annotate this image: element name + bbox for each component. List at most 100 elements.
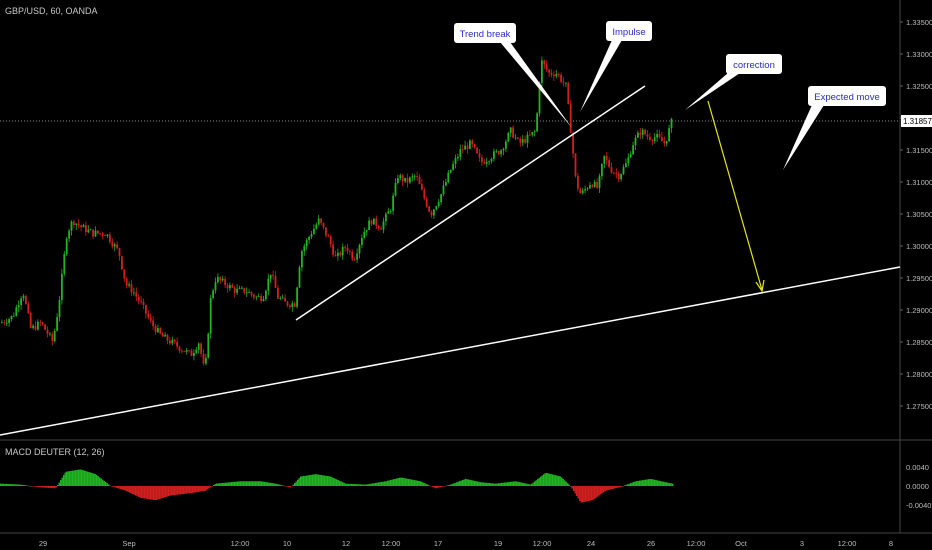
macd-bar [30,486,32,487]
candle-body [361,238,363,245]
macd-bar [454,482,456,486]
macd-axis[interactable]: 0.0040 0.0000 -0.0040 [906,463,931,510]
candle-body [514,137,517,139]
macd-bar [249,481,251,486]
callout-text: Impulse [612,27,645,38]
candle-body [413,175,416,177]
macd-bar [627,484,629,486]
candle-body [145,304,147,314]
macd-bar [385,481,387,486]
candle-body [262,299,265,302]
macd-bar [9,484,11,486]
macd-bar [42,486,44,488]
macd-bar [612,486,614,489]
macd-bar [474,480,476,486]
candle-body [581,190,584,194]
macd-bar [159,486,161,499]
candle-body [509,127,512,133]
candle-body [365,229,368,232]
macd-bar [262,481,264,486]
candle-body [569,103,572,133]
candle-body [661,136,663,142]
candle-body [538,82,541,114]
macd-bar [237,481,239,486]
macd-bar [363,484,365,486]
macd-bar [33,486,35,487]
price-tick-label: 1.32500 [906,82,932,91]
macd-bar [66,471,68,486]
candle-body [646,134,649,137]
candle-body [603,155,606,164]
candle-body [591,185,594,187]
macd-bar [429,485,431,487]
candle-body [116,244,118,249]
macd-bar [165,486,167,498]
macd-bar [85,471,87,486]
svg-text:1.31857: 1.31857 [903,117,932,126]
candle-body [75,223,78,225]
macd-bar [444,486,446,487]
expected-move-arrow[interactable] [707,100,763,291]
candle-body [435,206,438,210]
candle-body [502,148,505,151]
candle-body [653,137,656,141]
candle-body [133,292,135,294]
macd-bar [346,483,348,486]
callout-correction[interactable]: correction [685,54,782,110]
candle-body [5,322,8,324]
macd-bar [217,483,219,486]
macd-bar [439,486,441,488]
candle-body [629,154,632,158]
macd-bar [162,486,164,499]
macd-bar [351,483,353,486]
macd-bar [193,486,195,493]
candle-body [380,228,382,230]
time-axis[interactable]: 29 Sep 12:00 10 12 12:00 17 19 12:00 24 26 12:00 Oct… [39,539,893,548]
macd-bar [207,486,209,490]
callout-trend-break[interactable]: Trend break [454,23,572,128]
macd-bar [118,486,120,489]
macd-bar [84,470,86,486]
macd-bar [336,479,338,486]
macd-bar [295,481,297,486]
macd-bar [583,486,585,502]
candle-body [418,176,421,185]
macd-bar [244,481,246,486]
macd-bar [654,479,656,486]
macd-bar [120,486,122,490]
macd-bar [424,483,426,486]
candle-body [301,251,303,268]
callout-text: Trend break [460,29,511,40]
macd-bar [631,482,633,486]
time-tick-label: 26 [647,539,655,548]
long-term-trendline[interactable] [0,266,901,436]
candle-body [207,333,210,358]
macd-bar [241,481,243,486]
macd-bar [228,482,230,486]
price-axis[interactable]: 1.335001.330001.325001.320001.315001.310… [900,18,932,411]
macd-bar [633,482,635,486]
macd-bar [261,481,263,486]
macd-bar [151,486,153,500]
macd-bar [655,480,657,486]
macd-bar [147,486,149,499]
candle-body [39,321,42,323]
candle-body [531,132,534,135]
macd-bar [16,484,18,486]
short-term-trendline[interactable] [295,85,646,321]
macd-bar [489,483,491,486]
candle-body [377,225,380,229]
macd-bar [232,481,234,486]
macd-bar [568,484,570,486]
candle-body [173,339,176,342]
candle-body [572,132,574,154]
macd-bar [652,479,654,486]
macd-bar [340,481,342,486]
macd-bar [529,484,531,486]
macd-bar [402,477,404,486]
callout-impulse[interactable]: Impulse [580,21,652,112]
callout-expected-move[interactable]: Expected move [783,86,886,170]
macd-bar [25,485,27,486]
macd-bar [31,486,33,487]
